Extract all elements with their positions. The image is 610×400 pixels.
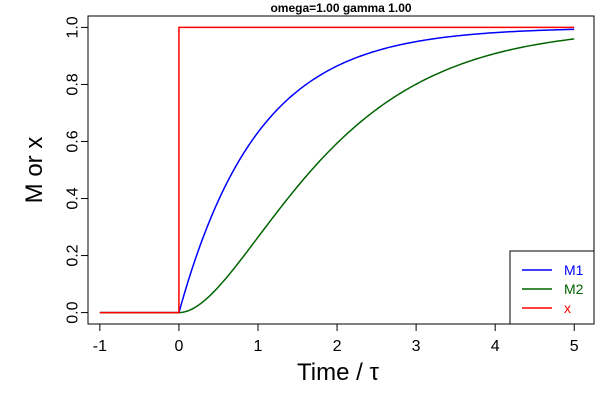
legend-label-m2: M2 — [564, 281, 584, 297]
x-tick-label: 5 — [570, 338, 579, 355]
x-tick-label: 0 — [174, 338, 183, 355]
series-layer — [99, 26, 575, 314]
y-tick-label: 0.6 — [65, 130, 82, 152]
y-tick-label: 0.2 — [65, 244, 82, 266]
x-tick-label: 2 — [333, 338, 342, 355]
y-axis: 0.0 0.2 0.4 0.6 0.8 1.0 — [65, 16, 89, 324]
legend-label-x: x — [564, 300, 571, 316]
x-tick-label: 1 — [254, 338, 263, 355]
plot-title: omega=1.00 gamma 1.00 — [270, 1, 411, 15]
series-line-x — [99, 26, 575, 314]
x-tick-label: 4 — [491, 338, 500, 355]
y-tick-label: 0.4 — [65, 187, 82, 209]
x-tick-label: -1 — [93, 338, 107, 355]
series-line-m2 — [99, 38, 575, 314]
x-axis: -1 0 1 2 3 4 5 — [93, 323, 579, 355]
legend-label-m1: M1 — [564, 262, 584, 278]
y-tick-label: 0.8 — [65, 73, 82, 95]
y-tick-label: 1.0 — [65, 16, 82, 38]
y-tick-label: 0.0 — [65, 301, 82, 323]
y-axis-title: M or x — [21, 137, 48, 204]
legend: M1 M2 x — [509, 250, 595, 325]
legend-box — [509, 250, 595, 325]
x-axis-title: Time / τ — [297, 359, 379, 386]
series-line-m1 — [99, 28, 575, 314]
x-tick-label: 3 — [412, 338, 421, 355]
